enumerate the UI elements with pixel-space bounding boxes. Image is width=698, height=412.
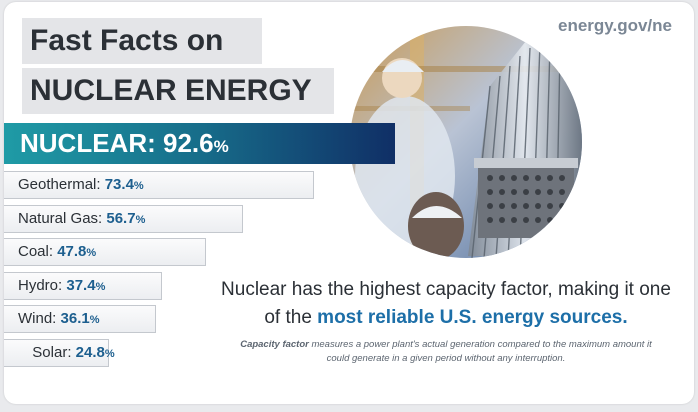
bar-label-coal: Coal: 47.8% — [18, 238, 96, 266]
bar-category: Natural Gas: — [18, 209, 107, 227]
bar-value: 73.4% — [104, 176, 144, 193]
bar-coal — [4, 238, 206, 266]
footnote-term: Capacity factor — [240, 339, 309, 350]
bar-geothermal — [4, 171, 314, 199]
bar-label-hydro: Hydro: 37.4% — [18, 272, 105, 300]
tagline: Nuclear has the highest capacity factor,… — [216, 276, 676, 332]
infographic-card: Fast Facts on NUCLEAR ENERGY energy.gov/… — [4, 2, 694, 404]
bar-category: Geothermal: — [18, 176, 105, 193]
bar-label-wind: Wind: 36.1% — [18, 305, 100, 333]
bar-category: Solar: — [32, 343, 76, 361]
tagline-text: Nuclear has the highest capacity factor,… — [221, 279, 671, 328]
bar-value: 24.8% — [75, 343, 115, 361]
bar-wind — [4, 305, 157, 333]
nuclear-value: 92.6 — [163, 128, 214, 158]
bar-category: Hydro: — [18, 276, 67, 294]
bar-value: 47.8% — [57, 243, 97, 260]
bar-category: Coal: — [18, 243, 58, 260]
footnote-text: measures a power plant's actual generati… — [308, 339, 652, 364]
bar-value: 36.1% — [60, 310, 100, 327]
bar-category: Wind: — [18, 310, 61, 327]
bar-label-geothermal: Geothermal: 73.4% — [18, 171, 144, 199]
footnote: Capacity factor measures a power plant's… — [236, 338, 656, 366]
title-line-2: NUCLEAR ENERGY — [22, 68, 334, 114]
title-line-1: Fast Facts on — [22, 18, 262, 64]
nuclear-separator: : — [147, 128, 156, 158]
bar-value: 56.7% — [106, 209, 146, 227]
bar-value: 37.4% — [66, 276, 106, 294]
nuclear-name: NUCLEAR — [20, 128, 148, 158]
bar-label-natural-gas: Natural Gas: 56.7% — [18, 205, 145, 233]
nuclear-unit: % — [213, 137, 229, 156]
bar-solar — [4, 338, 109, 367]
bar-natural-gas — [4, 204, 244, 233]
source-link[interactable]: energy.gov/ne — [558, 16, 672, 35]
bar-label-nuclear: NUCLEAR: 92.6% — [20, 123, 229, 164]
tagline-highlight: most reliable U.S. energy sources. — [317, 307, 628, 328]
bar-hydro — [4, 271, 162, 300]
bar-nuclear — [4, 123, 395, 164]
bar-label-solar: Solar: 24.8% — [32, 339, 114, 367]
